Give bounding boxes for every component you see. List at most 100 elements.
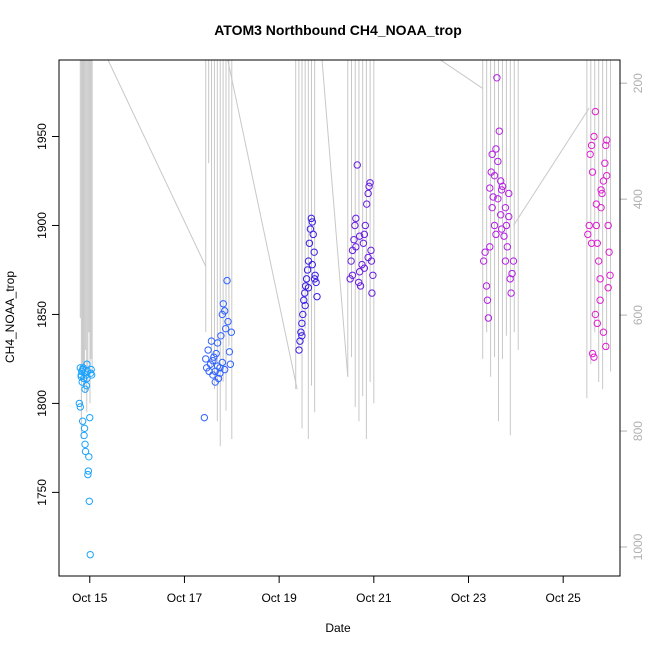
- data-point: [486, 184, 494, 192]
- data-point: [592, 221, 601, 230]
- data-point: [490, 221, 499, 230]
- pressure-line-56: [321, 60, 349, 377]
- data-point: [76, 403, 85, 411]
- x-tick-label-4: Oct 23: [451, 591, 487, 605]
- data-point: [224, 317, 232, 326]
- data-point: [219, 300, 227, 308]
- data-point: [299, 310, 307, 319]
- data-point: [298, 319, 306, 328]
- data-point: [305, 239, 314, 247]
- data-point: [586, 150, 594, 159]
- data-point: [602, 342, 610, 351]
- data-point: [220, 365, 229, 374]
- y2-tick-label-0: 200: [631, 73, 645, 93]
- data-point: [588, 349, 597, 358]
- data-point: [590, 353, 598, 361]
- data-point: [481, 248, 489, 256]
- y-tick-label-0: 1750: [35, 479, 49, 506]
- series-1: [200, 276, 236, 422]
- data-points: [75, 74, 614, 559]
- data-point: [483, 296, 492, 304]
- data-point: [82, 381, 91, 390]
- x-tick-label-2: Oct 19: [261, 591, 297, 605]
- data-point: [494, 157, 502, 166]
- data-point: [585, 221, 593, 230]
- data-point: [492, 145, 500, 153]
- data-point: [303, 266, 312, 274]
- data-point: [85, 453, 93, 461]
- data-point: [348, 271, 357, 279]
- data-point: [604, 221, 612, 230]
- data-point: [509, 257, 518, 265]
- data-point: [365, 182, 373, 191]
- data-point: [304, 284, 313, 292]
- data-point: [488, 150, 496, 159]
- data-point: [76, 364, 85, 372]
- data-point: [298, 332, 306, 340]
- data-point: [355, 268, 364, 276]
- data-point: [363, 200, 371, 208]
- data-point: [605, 248, 613, 256]
- data-point: [217, 332, 225, 340]
- y2-tick-label-4: 1000: [631, 533, 645, 560]
- data-point: [80, 424, 89, 433]
- data-point: [221, 324, 230, 333]
- data-point: [603, 171, 611, 180]
- data-point: [593, 319, 601, 328]
- data-point: [501, 203, 510, 212]
- y-tick-label-3: 1900: [35, 212, 49, 239]
- y-tick-label-1: 1800: [35, 390, 49, 417]
- data-point: [599, 177, 608, 185]
- pressure-line-57: [439, 60, 483, 89]
- data-point: [213, 339, 222, 347]
- data-point: [226, 360, 235, 368]
- series-4: [479, 74, 518, 322]
- data-point: [596, 275, 604, 283]
- data-point: [591, 310, 600, 319]
- x-tick-label-1: Oct 17: [167, 591, 203, 605]
- x-axis-label: Date: [325, 621, 351, 635]
- data-point: [218, 358, 227, 367]
- data-point: [598, 189, 606, 198]
- data-point: [80, 431, 88, 440]
- data-point: [81, 385, 89, 393]
- data-point: [216, 369, 224, 377]
- data-point: [506, 275, 514, 283]
- data-point: [307, 214, 316, 223]
- data-point: [603, 136, 611, 144]
- data-point: [77, 371, 85, 379]
- data-point: [202, 355, 210, 363]
- data-point: [361, 221, 370, 230]
- data-point: [297, 328, 305, 336]
- data-point: [367, 257, 376, 265]
- data-point: [366, 179, 374, 187]
- data-point: [220, 307, 229, 315]
- data-point: [599, 328, 608, 336]
- data-point: [351, 221, 359, 230]
- data-point: [354, 278, 363, 287]
- data-point: [367, 246, 375, 255]
- data-point: [356, 282, 365, 290]
- data-point: [488, 203, 496, 212]
- data-point: [213, 362, 222, 370]
- data-point: [311, 271, 319, 279]
- data-point: [204, 346, 212, 354]
- data-point: [359, 239, 368, 247]
- series-3: [346, 161, 377, 297]
- plot-frame: [58, 59, 621, 577]
- data-point: [591, 107, 600, 116]
- data-point: [604, 284, 612, 292]
- y-tick-label-4: 1950: [35, 123, 49, 150]
- data-point: [495, 127, 503, 135]
- data-point: [223, 276, 231, 285]
- pressure-line-58: [513, 107, 590, 226]
- data-point: [494, 195, 502, 203]
- data-point: [597, 186, 605, 194]
- y2-tick-label-1: 400: [631, 189, 645, 209]
- chart-title: ATOM3 Northbound CH4_NOAA_trop: [214, 22, 462, 38]
- series-0: [75, 360, 96, 559]
- data-point: [505, 189, 513, 198]
- data-point: [347, 257, 355, 265]
- data-point: [214, 374, 223, 383]
- data-point: [479, 257, 488, 265]
